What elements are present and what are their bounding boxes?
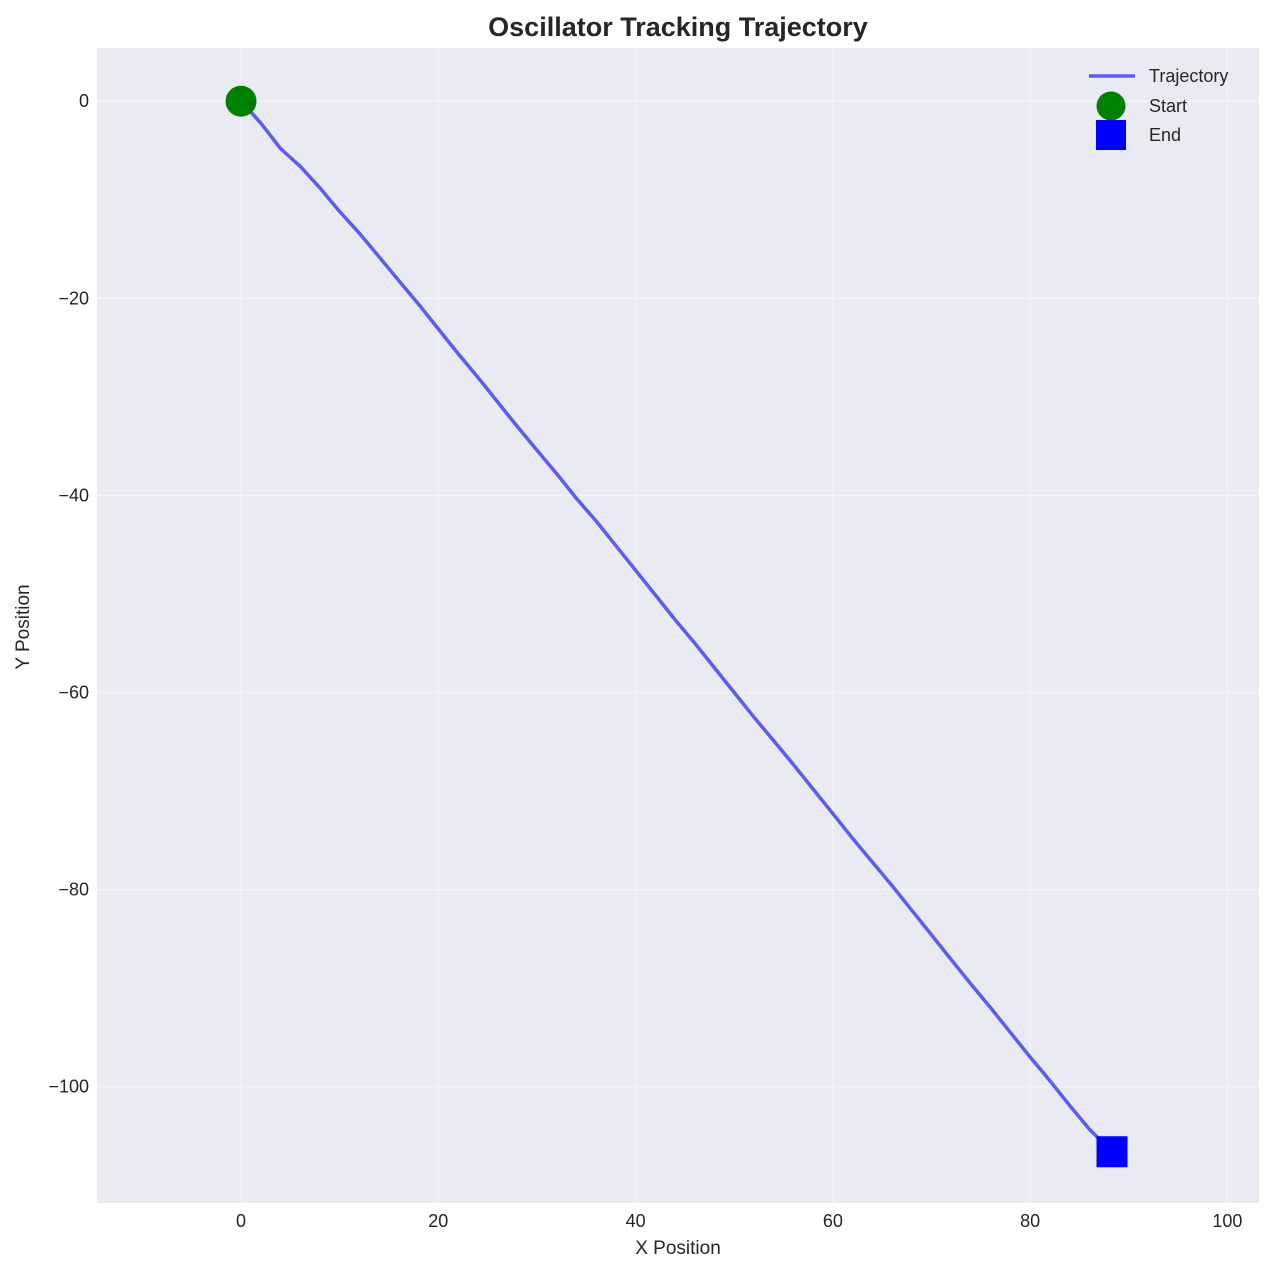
legend: Trajectory Start End [1089,66,1228,150]
y-tick-label: −80 [58,880,89,900]
end-marker [1096,1136,1128,1168]
y-tick-label: −60 [58,683,89,703]
trajectory-line [239,99,1114,1154]
legend-end-label: End [1149,125,1181,145]
x-tick-label: 20 [428,1211,448,1231]
y-tick-label: 0 [79,91,89,111]
series [225,85,1128,1168]
y-axis-label: Y Position [13,584,34,669]
x-tick-label: 60 [823,1211,843,1231]
start-marker [225,85,257,117]
legend-start-label: Start [1149,96,1187,116]
legend-end-swatch [1096,120,1126,150]
legend-start-swatch [1096,91,1126,121]
x-tick-label: 100 [1212,1211,1242,1231]
y-tick-label: −40 [58,485,89,505]
y-tick-label: −100 [48,1077,89,1097]
x-axis-label: X Position [635,1238,721,1259]
y-tick-label: −20 [58,288,89,308]
x-tick-label: 40 [626,1211,646,1231]
chart-title: Oscillator Tracking Trajectory [488,12,868,42]
x-tick-label: 0 [236,1211,246,1231]
grid [97,48,1259,1203]
tick-labels: 0 20 40 60 80 100 0 −20 −40 −60 −80 −100 [48,91,1242,1231]
x-tick-label: 80 [1020,1211,1040,1231]
legend-trajectory-label: Trajectory [1149,66,1228,86]
